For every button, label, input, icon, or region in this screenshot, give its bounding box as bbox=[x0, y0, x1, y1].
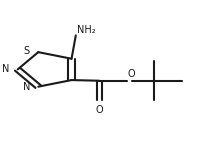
Text: N: N bbox=[2, 64, 10, 74]
Text: O: O bbox=[128, 69, 135, 79]
Text: O: O bbox=[95, 105, 103, 115]
Text: N: N bbox=[23, 82, 30, 92]
Text: NH₂: NH₂ bbox=[77, 25, 95, 35]
Text: S: S bbox=[24, 47, 30, 56]
